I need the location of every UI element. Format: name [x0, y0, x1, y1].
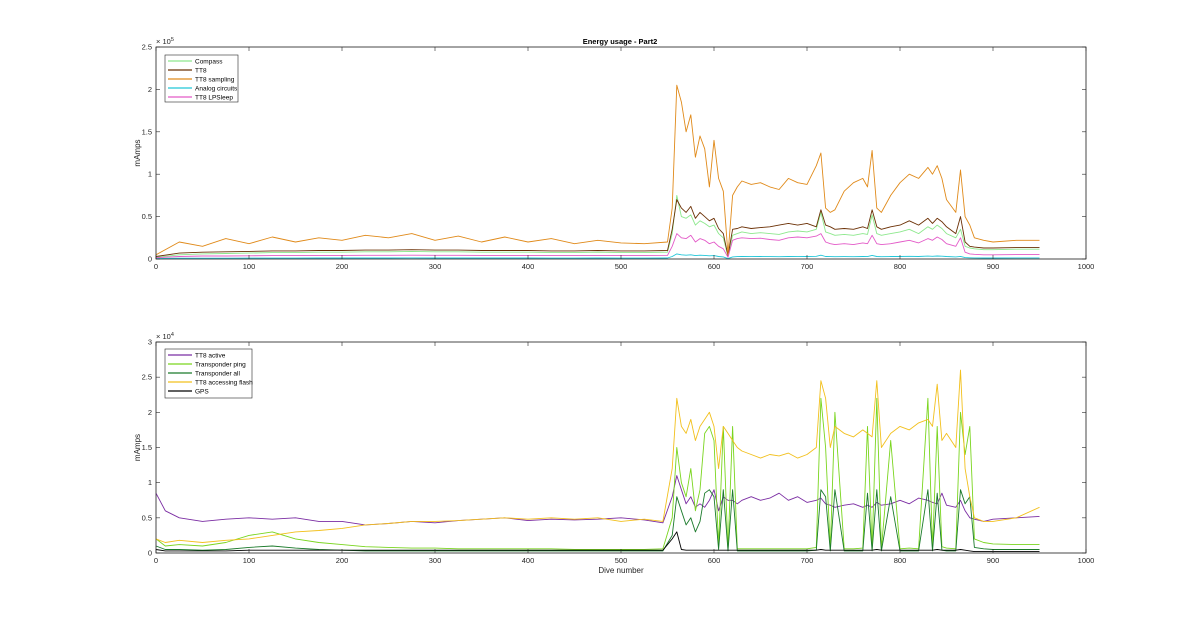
y-tick-label: 1.5 — [142, 443, 152, 452]
y-tick-label: 2 — [148, 408, 152, 417]
x-tick-label: 100 — [243, 556, 256, 565]
y-tick-label: 0 — [148, 255, 152, 264]
y-tick-label: 2.5 — [142, 43, 152, 52]
legend-item: TT8 LPSleep — [168, 94, 233, 101]
series-line-tt8-accessing-flash — [155, 369, 1040, 543]
x-axis-label: Dive number — [598, 566, 644, 575]
x-tick-label: 0 — [154, 262, 158, 271]
upper-plot: 0 100 200 300 400 500 600 700 800 900 1000 0 0.5 1 1.5… — [133, 37, 1094, 271]
y-axis-exponent: × 104 — [156, 332, 174, 341]
series-line-tt8-lpsleep — [155, 233, 1040, 259]
series-line-transponder-all — [155, 489, 1040, 552]
series-line-tt8 — [155, 199, 1040, 257]
chart-title: Energy usage - Part2 — [583, 37, 658, 46]
series-line-tt8-sampling — [155, 84, 1040, 256]
legend: TT8 active Transponder ping Transponder al… — [164, 348, 253, 399]
lower-plot: 0 100 200 300 400 500 600 700 800 900 1000 0 0.5 1 1.5… — [133, 332, 1094, 575]
x-tick-label: 200 — [336, 556, 349, 565]
x-tick-label: 1000 — [1078, 556, 1095, 565]
y-tick-label: 2 — [148, 85, 152, 94]
series-lines — [155, 369, 1040, 553]
x-tick-label: 400 — [522, 262, 535, 271]
legend-item: Transponder ping — [168, 361, 246, 368]
x-tick-label: 0 — [154, 556, 158, 565]
plot-area — [155, 46, 1087, 260]
y-tick-label: 3 — [148, 338, 152, 347]
x-tick-label: 500 — [615, 556, 628, 565]
legend-item: GPS — [168, 388, 209, 395]
x-tick-label: 400 — [522, 556, 535, 565]
x-tick-label: 300 — [429, 262, 442, 271]
legend-item: Compass — [168, 58, 223, 65]
legend: Compass TT8 TT8 sampling Analog circuits TT8… — [164, 54, 239, 103]
y-tick-label: 0 — [148, 549, 152, 558]
series-line-analog-circuits — [155, 253, 1040, 260]
legend-item: TT8 sampling — [168, 76, 235, 83]
y-tick-label: 1 — [148, 170, 152, 179]
legend-item: Analog circuits — [168, 85, 238, 92]
y-axis-label: mAmps — [133, 139, 142, 166]
y-tick-label: 0.5 — [142, 212, 152, 221]
y-tick-label: 1 — [148, 478, 152, 487]
x-tick-label: 600 — [708, 556, 721, 565]
legend-label: Analog circuits — [195, 85, 238, 92]
legend-box — [164, 54, 239, 103]
y-tick-label: 0.5 — [142, 513, 152, 522]
x-tick-label: 700 — [801, 262, 814, 271]
x-tick-label: 800 — [894, 262, 907, 271]
legend-label: Compass — [195, 58, 223, 65]
legend-item: Transponder all — [168, 370, 240, 377]
legend-item: TT8 active — [168, 352, 226, 359]
series-line-compass — [155, 194, 1040, 258]
x-tick-label: 500 — [615, 262, 628, 271]
legend-label: TT8 LPSleep — [195, 94, 233, 101]
y-tick-label: 2.5 — [142, 373, 152, 382]
x-tick-label: 900 — [987, 262, 1000, 271]
x-tick-label: 200 — [336, 262, 349, 271]
legend-item: TT8 — [168, 67, 207, 74]
legend-label: Transponder all — [195, 370, 240, 377]
axis-ticks: 0 100 200 300 400 500 600 700 800 900 1000 0 0.5 1 1.5… — [142, 43, 1095, 272]
axis-ticks: 0 100 200 300 400 500 600 700 800 900 1000 0 0.5 1 1.5… — [142, 338, 1095, 566]
x-tick-label: 600 — [708, 262, 721, 271]
series-line-tt8-active — [155, 475, 1040, 526]
legend-label: TT8 — [195, 67, 207, 74]
series-lines — [155, 84, 1040, 260]
legend-label: TT8 accessing flash — [195, 379, 253, 386]
x-tick-label: 900 — [987, 556, 1000, 565]
x-tick-label: 300 — [429, 556, 442, 565]
y-axis-label: mAmps — [133, 434, 142, 461]
y-tick-label: 1.5 — [142, 127, 152, 136]
legend-label: GPS — [195, 388, 209, 395]
y-axis-exponent: × 105 — [156, 37, 174, 46]
legend-label: TT8 active — [195, 352, 226, 359]
legend-item: TT8 accessing flash — [168, 379, 253, 386]
x-tick-label: 700 — [801, 556, 814, 565]
legend-label: Transponder ping — [195, 361, 246, 368]
x-tick-label: 1000 — [1078, 262, 1095, 271]
series-line-gps — [155, 531, 1040, 553]
legend-label: TT8 sampling — [195, 76, 235, 83]
x-tick-label: 800 — [894, 556, 907, 565]
x-tick-label: 100 — [243, 262, 256, 271]
